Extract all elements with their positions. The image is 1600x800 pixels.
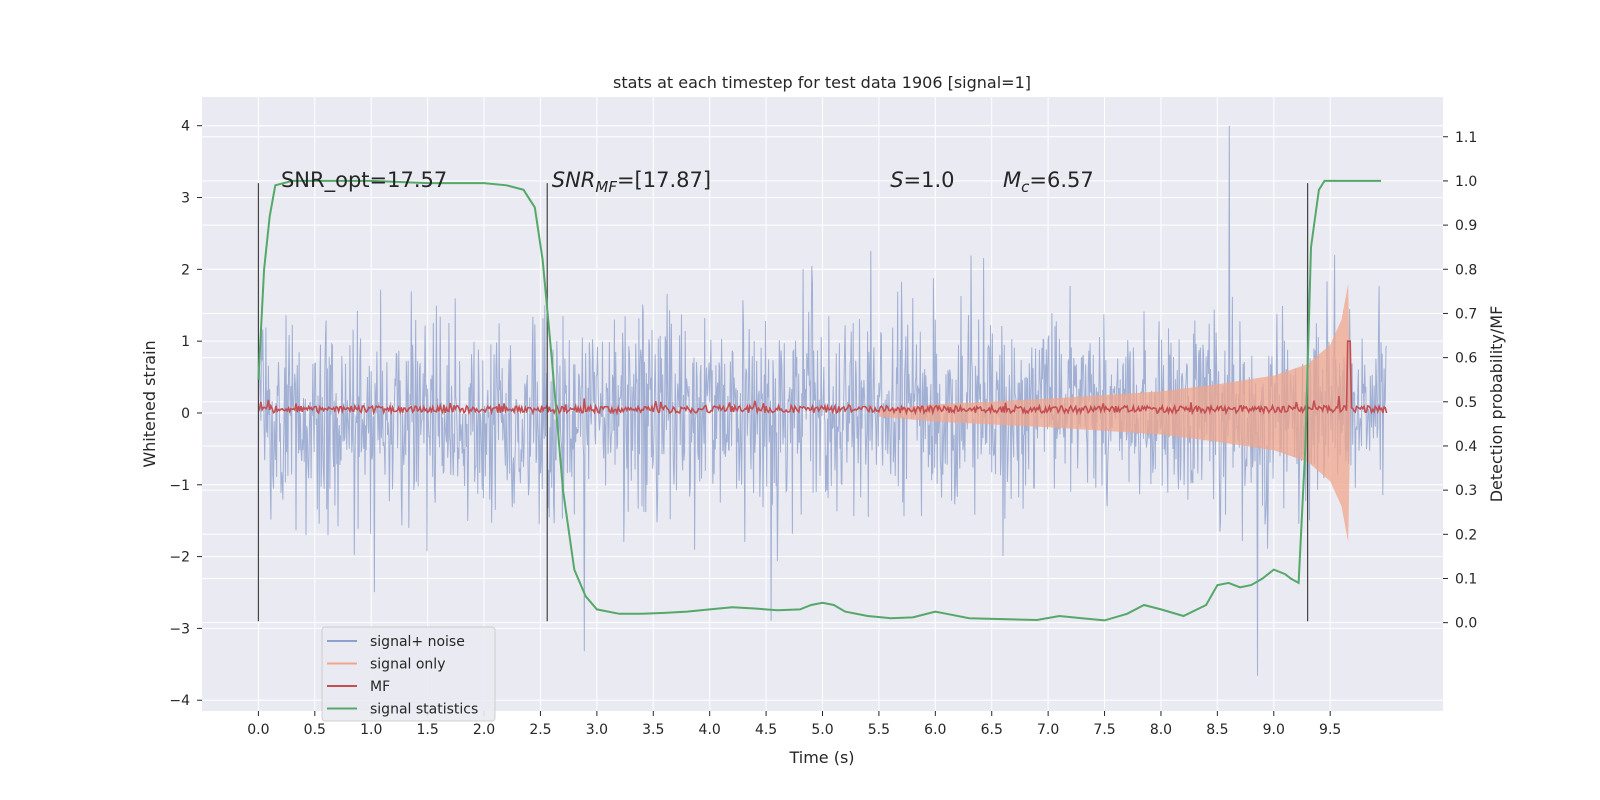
x-tick-label: 1.5 [417, 722, 439, 738]
legend-label: signal only [370, 657, 445, 673]
x-tick-label: 3.0 [586, 722, 608, 738]
y2-tick-label: 0.6 [1455, 351, 1477, 367]
y2-tick-label: 0.4 [1455, 439, 1477, 455]
x-tick-label: 6.0 [924, 722, 946, 738]
y2-tick-label: 0.7 [1455, 306, 1477, 322]
annotation-2: S=1.0 [890, 168, 954, 192]
annotations: SNR_opt=17.57 SNRMF=[17.87] S=1.0 Mc=6.57 [281, 168, 1094, 196]
annotation-0: SNR_opt=17.57 [281, 168, 447, 193]
chart-title: stats at each timestep for test data 190… [613, 73, 1031, 92]
x-tick-label: 2.0 [473, 722, 495, 738]
legend-label: signal+ noise [370, 634, 465, 650]
annotation-1: SNRMF=[17.87] [552, 168, 711, 196]
y-tick-label: 1 [181, 334, 190, 350]
y2-tick-label: 1.1 [1455, 130, 1477, 146]
y2-axis-label: Detection probability/MF [1487, 306, 1506, 503]
y2-tick-label: 0.9 [1455, 218, 1477, 234]
y-tick-label: −1 [169, 478, 190, 494]
y2-tick-label: 0.3 [1455, 483, 1477, 499]
annotation-3: Mc=6.57 [1003, 168, 1094, 196]
mf-line [257, 340, 1388, 416]
x-axis-label: Time (s) [788, 748, 854, 767]
mf-series [257, 340, 1388, 416]
x-tick-label: 0.5 [304, 722, 326, 738]
y-tick-label: 2 [181, 262, 190, 278]
legend: signal+ noise signal only MF signal statist… [321, 626, 496, 722]
legend-label: signal statistics [370, 702, 478, 718]
x-tick-label: 9.5 [1319, 722, 1341, 738]
x-tick-label: 1.0 [360, 722, 382, 738]
y-axis-ticks: 4 3 2 1 0 −1 −2 −3 −4 [169, 119, 202, 709]
y2-tick-label: 0.5 [1455, 395, 1477, 411]
y-tick-label: −3 [169, 621, 190, 637]
x-tick-label: 2.5 [529, 722, 551, 738]
y2-tick-label: 0.0 [1455, 616, 1477, 632]
signal-only-band [878, 283, 1351, 543]
signal-statistics-series [257, 179, 1381, 622]
x-tick-label: 4.5 [755, 722, 777, 738]
x-tick-label: 8.0 [1150, 722, 1172, 738]
y-tick-label: −2 [169, 550, 190, 566]
legend-box [321, 626, 496, 722]
legend-label: MF [370, 679, 390, 695]
x-tick-label: 5.5 [868, 722, 890, 738]
y2-tick-label: 1.0 [1455, 174, 1477, 190]
x-tick-label: 4.0 [699, 722, 721, 738]
signal-statistics-line [257, 179, 1381, 622]
y-tick-label: −4 [169, 693, 190, 709]
y2-tick-label: 0.1 [1455, 571, 1477, 587]
y-tick-label: 3 [181, 191, 190, 207]
x-tick-label: 9.0 [1263, 722, 1285, 738]
signal-plus-noise-series [257, 125, 1388, 676]
y-tick-label: 0 [181, 406, 190, 422]
signal-plus-noise-line [257, 125, 1388, 676]
y-tick-label: 4 [181, 119, 190, 135]
y2-tick-label: 0.8 [1455, 262, 1477, 278]
y2-axis-ticks: 0.0 0.1 0.2 0.3 0.4 0.5 0.6 0.7 0.8 0.9 1.0 1.1 [1443, 130, 1477, 632]
x-tick-label: 6.5 [981, 722, 1003, 738]
y-axis-label: Whitened strain [140, 340, 159, 467]
x-tick-label: 7.5 [1093, 722, 1115, 738]
x-axis-ticks: 0.0 0.5 1.0 1.5 2.0 2.5 3.0 3.5 4.0 4.5 5.0 5.5 6.0 6… [247, 711, 1341, 738]
x-tick-label: 8.5 [1206, 722, 1228, 738]
signal-only-series [878, 283, 1351, 543]
x-tick-label: 3.5 [642, 722, 664, 738]
y2-tick-label: 0.2 [1455, 527, 1477, 543]
x-tick-label: 0.0 [247, 722, 269, 738]
x-tick-label: 7.0 [1037, 722, 1059, 738]
x-tick-label: 5.0 [811, 722, 833, 738]
